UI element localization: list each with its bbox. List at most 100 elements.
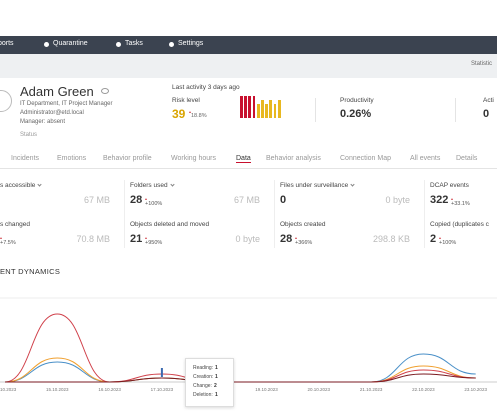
nav-item[interactable]: Settings (178, 40, 204, 47)
activity-label: Acti (483, 97, 494, 104)
card-title: Copied (duplicates c (430, 221, 489, 228)
productivity-label: Productivity (340, 97, 374, 104)
card-value: 28 (280, 233, 293, 245)
card-size: 0 byte (385, 195, 410, 205)
card-value: 322 (430, 194, 449, 206)
tab[interactable]: Data (236, 155, 251, 163)
risk-bar (240, 96, 243, 118)
tab[interactable]: Emotions (57, 155, 87, 162)
risk-bar (269, 100, 273, 118)
tab[interactable]: Working hours (171, 155, 217, 162)
separator (315, 98, 316, 122)
tooltip-label: Creation: (193, 374, 214, 380)
subbar-link[interactable]: Statistic (471, 61, 493, 67)
manager: Manager: absent (20, 119, 66, 125)
tab[interactable]: Behavior profile (103, 155, 152, 162)
card-title: s changed (0, 221, 30, 228)
tooltip-label: Change: (193, 383, 212, 389)
user-name: Adam Green (20, 84, 94, 99)
risk-change: 18.8% (191, 113, 207, 119)
x-tick-label: 21.10.2023 (360, 387, 383, 392)
chart: 14.10.2023 15.10.2023 16.10.2023 17.10.2023… (0, 297, 497, 392)
card-title: DCAP events (430, 182, 469, 189)
card-title: s accessible (0, 182, 36, 189)
hover-marker (160, 368, 163, 377)
risk-bar (277, 100, 281, 118)
card-size: 67 MB (233, 195, 260, 205)
x-tick-label: 23.10.2023 (464, 387, 487, 392)
risk-bar (256, 104, 260, 118)
tab[interactable]: All events (410, 155, 441, 162)
email: Administrator@etd.local (20, 110, 84, 116)
card-separator (274, 180, 275, 248)
change-caret (145, 198, 147, 200)
dropdown-caret[interactable] (350, 182, 355, 187)
x-tick-label: 15.10.2023 (46, 387, 69, 392)
tab[interactable]: Behavior analysis (266, 155, 321, 162)
change-caret (189, 111, 191, 113)
x-tick-label: 22.10.2023 (412, 387, 435, 392)
nav-icon (44, 42, 49, 47)
sub-bar (0, 54, 497, 78)
tooltip-value: 1 (215, 365, 218, 371)
tooltip-label: Deletion: (193, 392, 213, 398)
dropdown-caret[interactable] (37, 182, 42, 187)
series-line (4, 353, 476, 383)
x-tick-label: 17.10.2023 (151, 387, 174, 392)
tab[interactable]: Details (456, 155, 478, 162)
change-caret (439, 237, 441, 239)
series-line (5, 373, 476, 383)
card-size: 70.8 MB (76, 234, 110, 244)
activity-value: 0 (483, 108, 490, 120)
status[interactable]: Status (20, 132, 38, 138)
eye-icon (101, 88, 109, 94)
card-separator (424, 180, 425, 248)
separator (455, 98, 456, 122)
card-size: 67 MB (83, 195, 110, 205)
risk-bar (248, 96, 252, 118)
nav-item[interactable]: ports (0, 40, 14, 47)
nav-icon (116, 42, 121, 47)
change-caret (451, 198, 453, 200)
card-value: 28 (130, 194, 143, 206)
risk-value: 39 (172, 107, 186, 121)
card-title: Files under surveillance (280, 182, 349, 189)
card-change: +100% (439, 240, 457, 246)
x-tick-label: 16.10.2023 (98, 387, 121, 392)
risk-bar (252, 96, 256, 118)
chart-title: ENT DYNAMICS (0, 267, 61, 276)
card-change: +7.5% (0, 240, 16, 246)
risk-bar (273, 104, 277, 118)
card-size: 298.8 KB (372, 234, 410, 244)
card-title: Objects created (280, 221, 326, 228)
card-value: 2 (430, 233, 437, 245)
nav-icon (169, 42, 174, 47)
risk-bar (261, 100, 264, 118)
tooltip: Reading: 1 Creation: 1 Change: 2 Deletion: 1 (185, 358, 234, 407)
card-change: +33.1% (451, 201, 470, 207)
tab-divider (0, 168, 497, 169)
card-change: +950% (145, 240, 163, 246)
nav-item[interactable]: Quarantine (53, 40, 88, 47)
dropdown-caret[interactable] (170, 182, 175, 187)
risk-bar (244, 96, 247, 118)
tab[interactable]: Incidents (11, 155, 40, 162)
tooltip-value: 1 (215, 392, 218, 398)
tooltip-label: Reading: (193, 365, 214, 371)
risk-bar (265, 104, 268, 118)
card-value: 0 (280, 194, 287, 206)
change-caret (145, 237, 147, 239)
tab[interactable]: Connection Map (340, 155, 391, 162)
change-caret (0, 237, 2, 239)
x-tick-label: 20.10.2023 (308, 387, 331, 392)
card-title: Folders used (130, 182, 168, 189)
change-caret (295, 237, 297, 239)
nav-item[interactable]: Tasks (125, 40, 143, 47)
series-line (4, 357, 476, 383)
card-size: 0 byte (235, 234, 260, 244)
x-tick-label: 14.10.2023 (0, 387, 17, 392)
risk-label: Risk level (172, 97, 200, 104)
card-separator (124, 180, 125, 248)
department: IT Department, IT Project Manager (20, 101, 113, 107)
